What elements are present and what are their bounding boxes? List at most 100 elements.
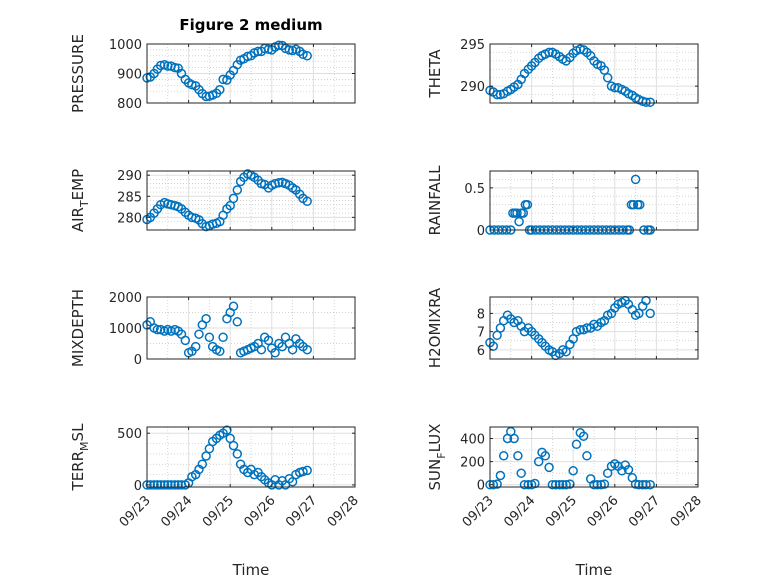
data-point — [488, 479, 499, 490]
data-point — [561, 479, 571, 490]
x-tick-label: 09/27 — [626, 493, 663, 530]
x-tick-label: 09/23 — [117, 493, 154, 530]
data-point — [180, 335, 191, 346]
data-point — [540, 451, 551, 461]
y-tick-label: 290 — [117, 169, 142, 184]
data-point — [630, 174, 641, 185]
axes-box — [489, 43, 699, 104]
data-point — [298, 466, 308, 477]
axes-box — [489, 426, 699, 488]
subplot-4: 0 0.5 RAINFALL — [426, 165, 699, 239]
data-point — [645, 308, 655, 319]
data-point — [218, 74, 228, 85]
data-point — [634, 308, 644, 319]
y-axis-label: RAINFALL — [426, 165, 444, 236]
data-point — [550, 479, 561, 490]
y-tick-label: 0 — [134, 479, 142, 494]
data-point — [163, 480, 173, 490]
data-point — [513, 451, 523, 461]
subplot-3: 280 285 290 AIRTEMP — [69, 169, 356, 232]
y-axis-label: H2OMIXRA — [426, 287, 444, 368]
data-point — [298, 49, 308, 60]
data-point — [641, 97, 651, 107]
subplot-2: 290 295 THETA — [426, 38, 699, 107]
data-point — [495, 470, 506, 481]
axes-box — [146, 426, 356, 488]
data-point — [152, 480, 163, 490]
data-point — [232, 449, 243, 459]
data-point — [302, 196, 312, 207]
data-point — [523, 479, 534, 490]
data-point — [287, 344, 298, 355]
y-tick-label: 295 — [460, 38, 485, 53]
data-point — [215, 84, 225, 95]
data-point — [228, 301, 239, 312]
x-tick-label: 09/28 — [668, 493, 705, 530]
data-point — [575, 325, 586, 335]
x-axis-label-right: Time — [575, 561, 613, 579]
data-point — [232, 185, 243, 195]
data-point — [166, 480, 176, 490]
data-point — [635, 199, 645, 210]
data-point — [190, 341, 201, 352]
data-point — [599, 65, 610, 75]
subplot-7: 0 500 09/23 09/24 09/25 09/26 09/27 09/28 TERRMS… — [69, 423, 362, 530]
y-axis-label: SUNFLUX — [426, 424, 448, 491]
axes-box — [489, 296, 699, 360]
axes-box — [489, 170, 699, 231]
subplot-1: 800 900 1000 PRESSURE — [69, 34, 356, 113]
x-tick-label: 09/28 — [325, 493, 362, 530]
data-point — [222, 425, 232, 435]
data-point — [201, 313, 211, 324]
y-tick-label: 290 — [460, 80, 485, 95]
data-point — [204, 332, 215, 343]
data-point — [197, 459, 208, 469]
y-axis-label: MIXDEPTH — [69, 289, 87, 367]
data-point — [498, 451, 509, 461]
data-point — [256, 344, 267, 355]
data-point — [492, 479, 502, 489]
data-point — [488, 341, 499, 351]
data-point — [228, 193, 239, 204]
y-tick-label: 200 — [460, 456, 485, 471]
data-point — [218, 332, 228, 343]
data-point — [201, 91, 211, 102]
data-point — [194, 329, 204, 339]
y-tick-label: 0.5 — [464, 182, 485, 197]
data-point — [149, 480, 159, 490]
data-point — [270, 178, 280, 189]
data-point — [170, 480, 180, 490]
data-point — [145, 480, 156, 490]
x-tick-label: 09/23 — [460, 493, 497, 530]
y-tick-label: 0 — [477, 224, 485, 239]
data-point — [519, 479, 530, 490]
data-point — [518, 208, 529, 218]
x-axis-label-left: Time — [232, 561, 270, 579]
data-point — [302, 344, 312, 355]
data-point — [270, 348, 280, 358]
data-point — [571, 439, 582, 450]
data-point — [582, 323, 592, 333]
y-tick-label: 7 — [477, 326, 485, 341]
subplot-5: 0 1000 2000 MIXDEPTH — [69, 289, 356, 368]
y-tick-label: 8 — [477, 307, 485, 322]
y-axis-label: THETA — [426, 49, 444, 99]
x-tick-label: 09/25 — [200, 493, 237, 530]
subplot-6: 6 7 8 H2OMIXRA — [426, 287, 699, 368]
y-tick-label: 2000 — [109, 291, 142, 306]
data-point — [155, 480, 166, 490]
data-point — [602, 72, 613, 83]
data-point — [544, 47, 554, 58]
data-point — [645, 479, 655, 490]
data-point — [582, 451, 592, 461]
y-tick-label: 0 — [477, 479, 485, 494]
data-point — [155, 60, 166, 71]
y-axis-label: TERRMSL — [69, 423, 91, 492]
data-point — [641, 479, 651, 490]
data-point — [514, 216, 524, 227]
y-tick-label: 285 — [117, 190, 142, 205]
x-tick-label: 09/26 — [242, 493, 279, 530]
y-tick-label: 500 — [117, 427, 142, 442]
y-tick-label: 400 — [460, 433, 485, 448]
